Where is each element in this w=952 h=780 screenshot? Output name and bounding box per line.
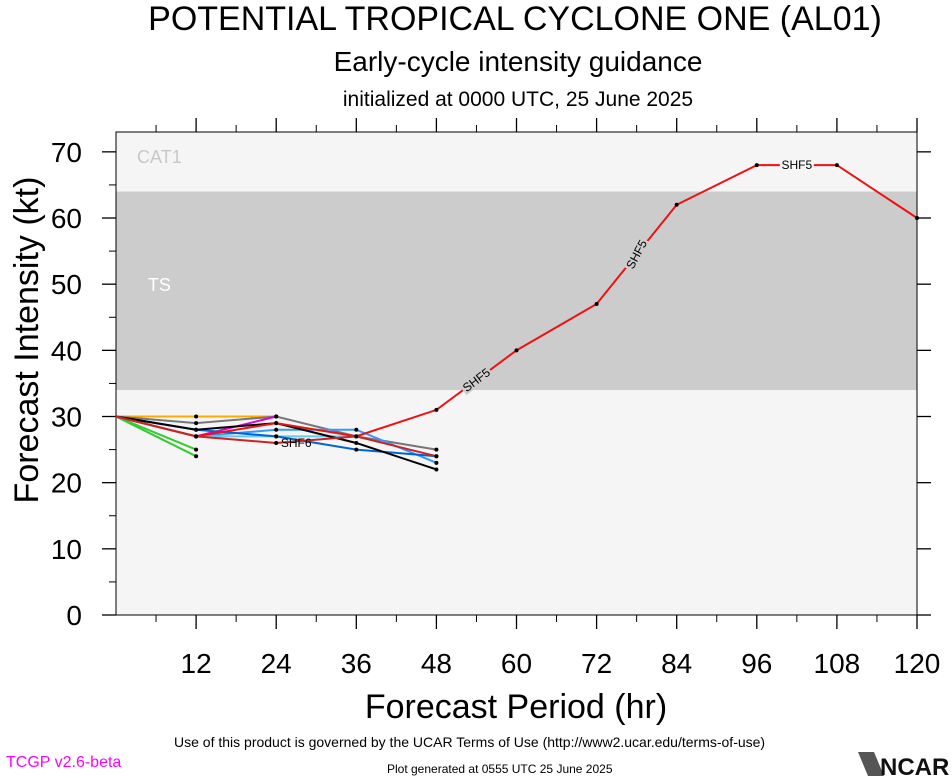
y-tick-label: 60: [51, 203, 82, 234]
data-point: [354, 434, 359, 439]
x-tick-label: 108: [814, 648, 861, 679]
data-point: [194, 434, 199, 439]
x-tick-label: 12: [181, 648, 212, 679]
line-label-bg: [779, 157, 814, 172]
data-point: [194, 427, 199, 432]
chart-title: POTENTIAL TROPICAL CYCLONE ONE (AL01): [148, 0, 882, 38]
data-point: [354, 440, 359, 445]
y-tick-label: 20: [51, 468, 82, 499]
data-point: [194, 421, 199, 426]
line-label-group: SHF6: [281, 436, 312, 450]
x-tick-label: 60: [501, 648, 532, 679]
y-tick-label: 70: [51, 137, 82, 168]
x-tick-label: 84: [661, 648, 692, 679]
y-tick-label: 40: [51, 335, 82, 366]
x-tick-label: 96: [741, 648, 772, 679]
ncar-logo: NCAR: [858, 752, 949, 778]
x-tick-label: 24: [261, 648, 292, 679]
data-point: [354, 447, 359, 452]
data-point: [594, 302, 599, 307]
data-point: [194, 454, 199, 459]
x-axis-label: Forecast Period (hr): [365, 688, 667, 726]
chart-subtitle: Early-cycle intensity guidance: [334, 46, 703, 77]
x-tick-label: 48: [421, 648, 452, 679]
ncar-logo-text: NCAR: [880, 754, 949, 778]
data-point: [434, 447, 439, 452]
y-tick-label: 30: [51, 402, 82, 433]
data-point: [194, 414, 199, 419]
data-point: [274, 427, 279, 432]
chart-init-time: initialized at 0000 UTC, 25 June 2025: [343, 88, 693, 111]
data-point: [434, 407, 439, 412]
series-line-4: [115, 415, 197, 458]
x-tick-label: 72: [581, 648, 612, 679]
line-label: SHF5: [782, 158, 813, 172]
y-tick-label: 50: [51, 269, 82, 300]
x-tick-label: 120: [894, 648, 941, 679]
data-point: [274, 414, 279, 419]
ncar-logo-mark: [858, 752, 884, 776]
data-point: [354, 427, 359, 432]
data-point: [434, 467, 439, 472]
line-label-bg: [458, 363, 494, 396]
band-label-cat1: CAT1: [137, 147, 182, 167]
x-tick-label: 36: [341, 648, 372, 679]
data-point: [834, 163, 839, 168]
data-point: [194, 447, 199, 452]
data-point: [674, 202, 679, 207]
data-point: [754, 163, 759, 168]
generated-time: Plot generated at 0555 UTC 25 June 2025: [387, 762, 613, 776]
data-point: [434, 460, 439, 465]
y-axis-label: Forecast Intensity (kt): [8, 177, 46, 504]
y-tick-label: 0: [66, 600, 82, 631]
line-label: SHF6: [281, 436, 312, 450]
version-label: TCGP v2.6-beta: [6, 754, 122, 771]
band-label-ts: TS: [148, 275, 171, 295]
terms-notice: Use of this product is governed by the U…: [174, 734, 766, 750]
y-tick-label: 10: [51, 534, 82, 565]
line-label-group: SHF5: [779, 157, 814, 172]
data-point: [915, 216, 919, 221]
data-point: [434, 454, 439, 459]
line-label-bg: [621, 235, 650, 273]
band-ts: [116, 191, 917, 391]
data-point: [514, 348, 519, 353]
data-point: [274, 421, 279, 426]
data-point: [274, 440, 279, 445]
data-point: [274, 434, 279, 439]
